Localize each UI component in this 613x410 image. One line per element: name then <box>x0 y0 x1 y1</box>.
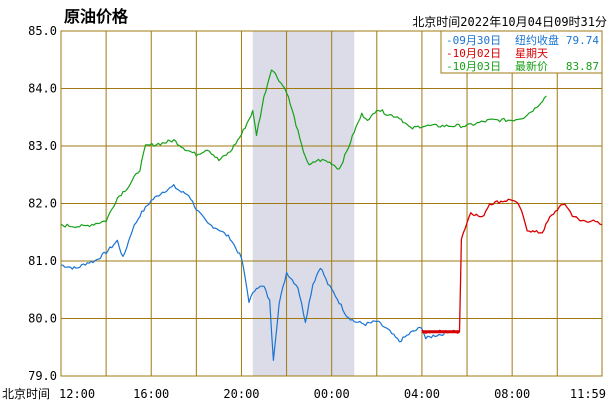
x-tick-label: 20:00 <box>223 387 259 401</box>
chart-legend: -09月30日 纽约收盘 79.74 -10月02日 星期天 -10月03日 最新价 83.8… <box>440 30 603 74</box>
legend-value: 83.87 <box>566 60 599 73</box>
chart-title: 原油价格 <box>64 7 129 26</box>
x-tick-label: 11:59 <box>570 387 606 401</box>
x-tick-label: 12:00 <box>59 387 95 401</box>
series-line-3 <box>60 69 547 229</box>
x-tick-label: 16:00 <box>133 387 169 401</box>
legend-entry: -09月30日 纽约收盘 79.74 <box>446 33 599 47</box>
legend-date: -09月30日 <box>446 34 501 47</box>
x-tick-label: 08:00 <box>494 387 530 401</box>
legend-date: -10月03日 <box>446 60 501 73</box>
series-line-1 <box>60 184 445 361</box>
x-axis-labels: 12:00 16:00 20:00 00:00 04:00 08:00 11:59 <box>59 387 606 401</box>
y-tick-label: 82.0 <box>28 197 57 211</box>
y-axis-labels: 85.0 84.0 83.0 82.0 81.0 80.0 79.0 <box>28 24 57 383</box>
plot-frame <box>60 30 603 377</box>
chart-grid <box>60 30 603 377</box>
y-tick-label: 80.0 <box>28 312 57 326</box>
x-tick-label: 04:00 <box>404 387 440 401</box>
y-tick-label: 79.0 <box>28 369 57 383</box>
legend-entry: -10月03日 最新价 83.87 <box>446 59 599 73</box>
legend-entry: -10月02日 星期天 <box>446 47 548 60</box>
series-lines <box>60 69 603 361</box>
legend-label: 最新价 <box>515 59 548 73</box>
y-tick-label: 84.0 <box>28 82 57 96</box>
legend-label: 星期天 <box>515 47 548 60</box>
chart-timestamp: 北京时间2022年10月04日09时31分 <box>412 15 607 29</box>
y-tick-label: 83.0 <box>28 139 57 153</box>
legend-label: 纽约收盘 <box>515 33 559 47</box>
legend-value: 79.74 <box>566 34 599 47</box>
legend-box <box>440 30 603 74</box>
legend-date: -10月02日 <box>446 47 501 60</box>
x-axis-title: 北京时间 <box>2 387 50 401</box>
y-tick-label: 85.0 <box>28 24 57 38</box>
x-tick-label: 00:00 <box>314 387 350 401</box>
y-tick-label: 81.0 <box>28 254 57 268</box>
